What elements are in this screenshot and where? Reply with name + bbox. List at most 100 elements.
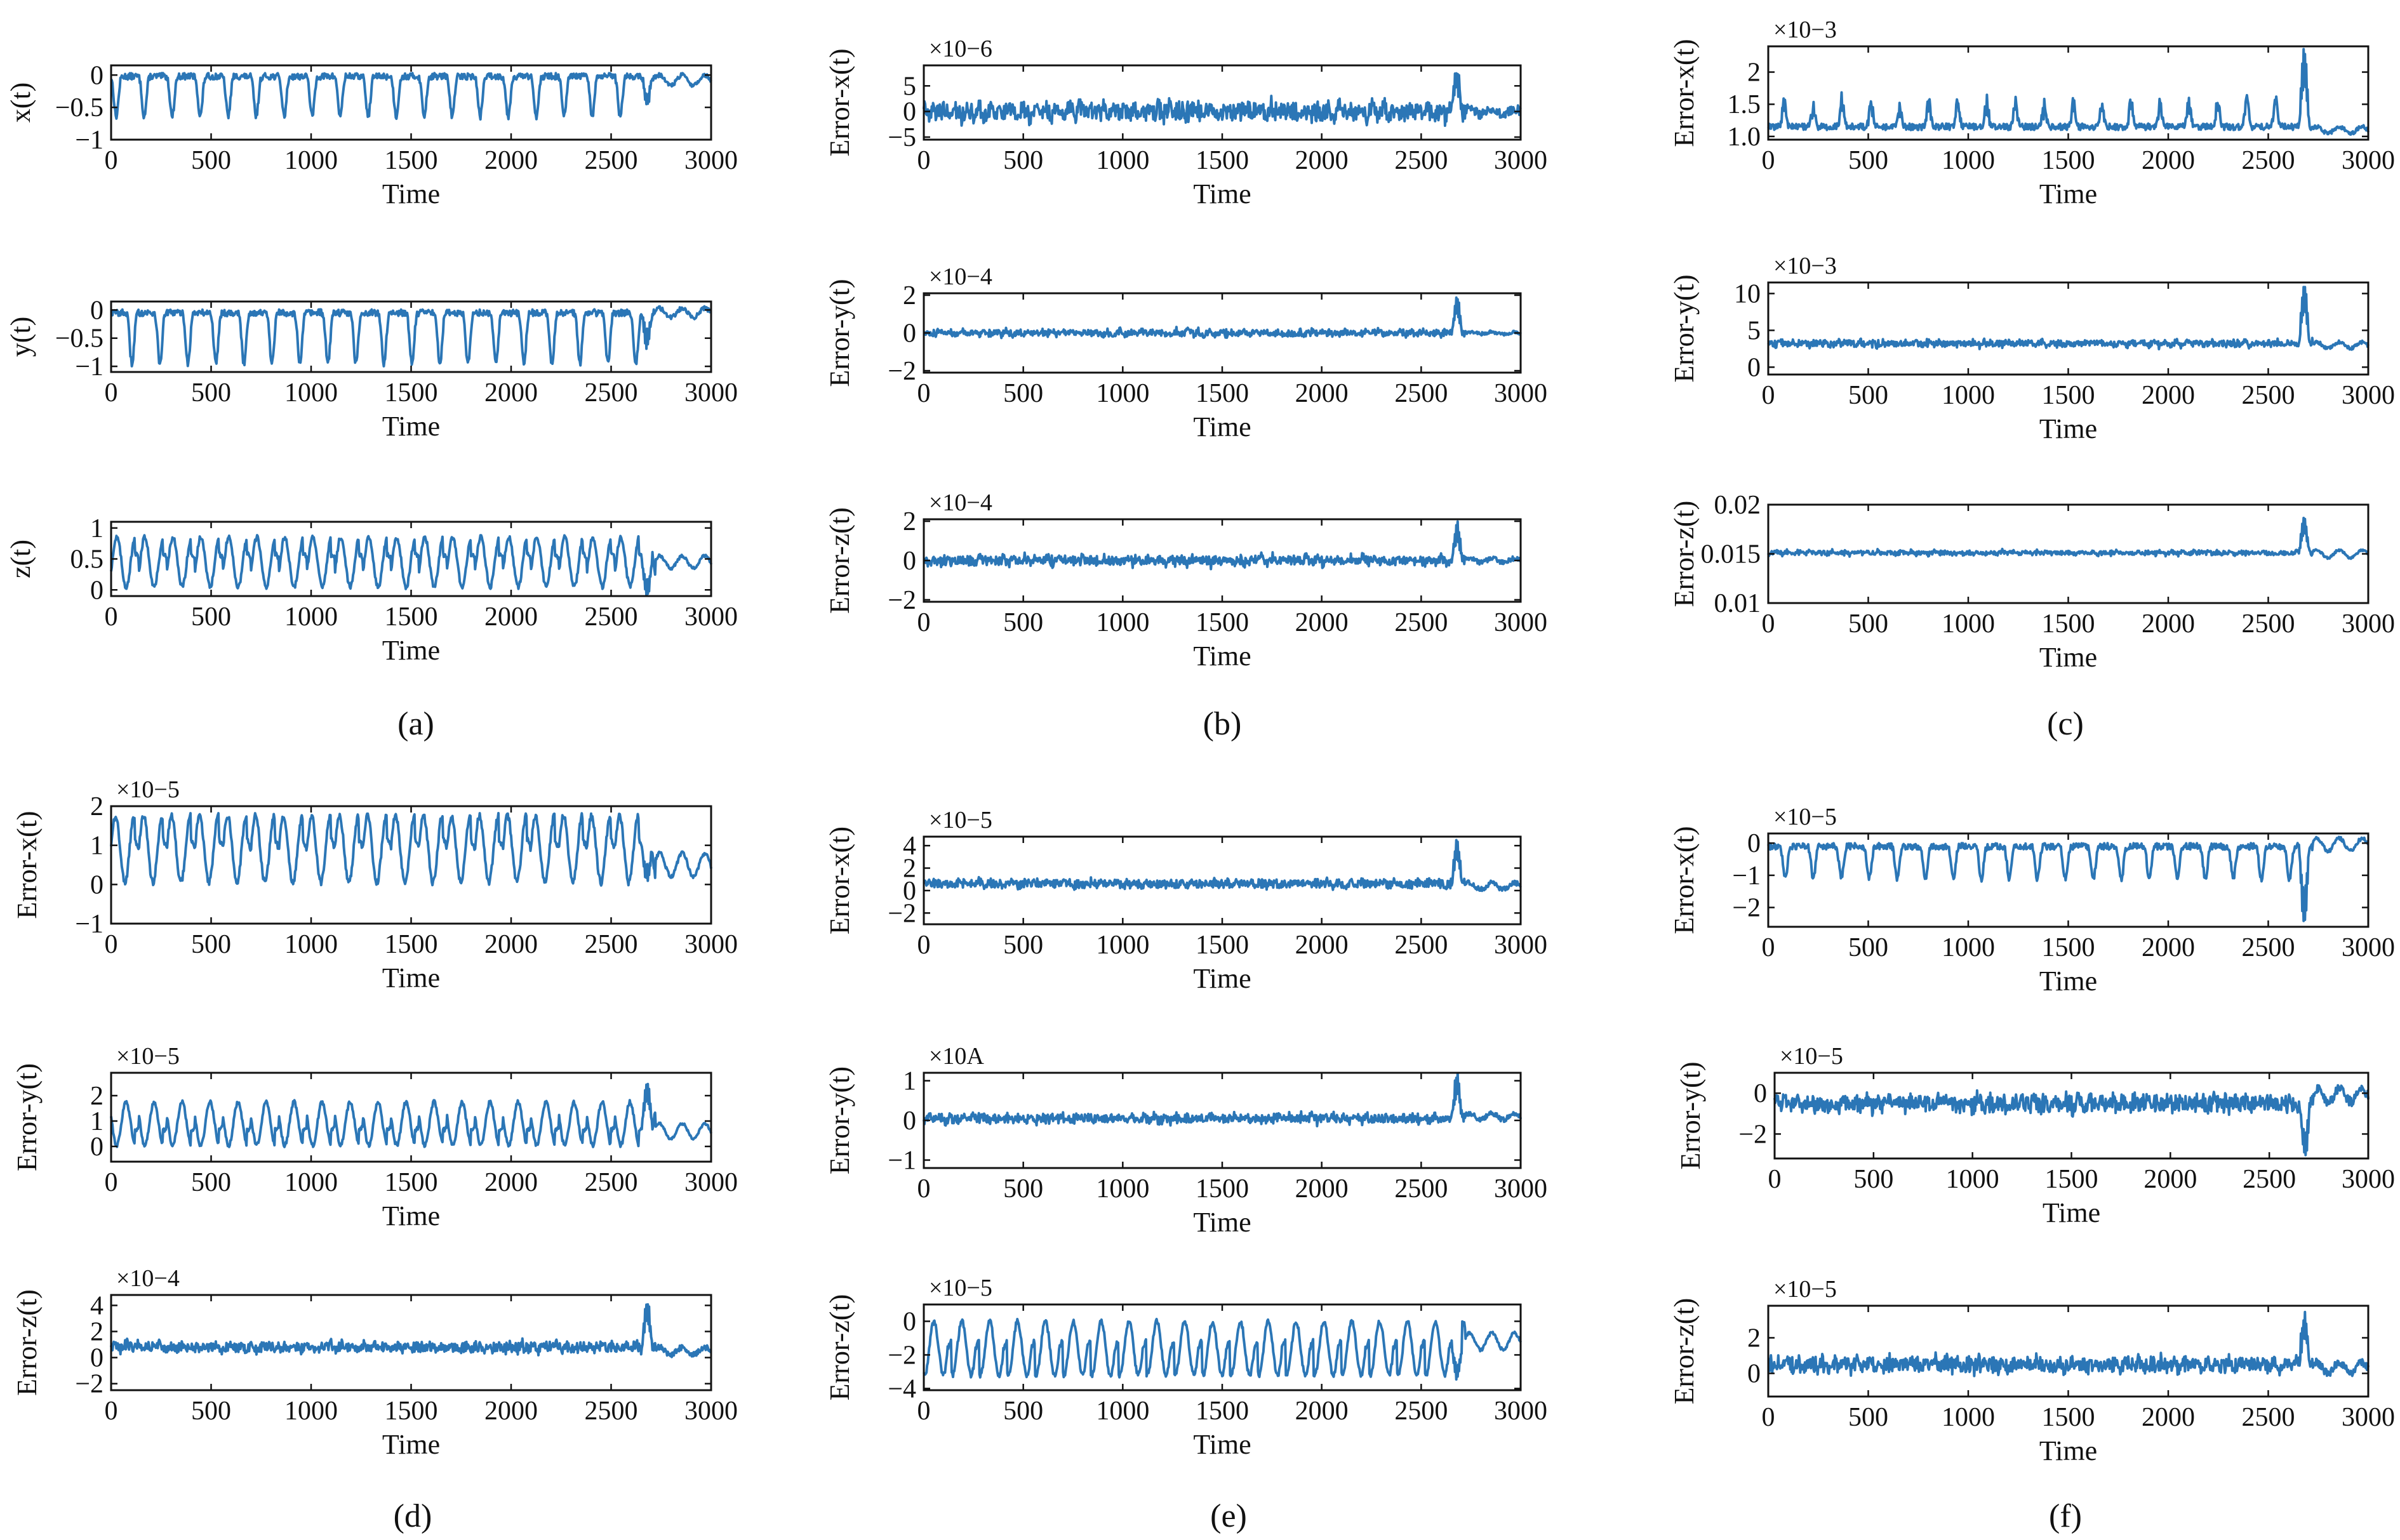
x-axis-title: Time bbox=[2039, 178, 2097, 209]
x-tick-label: 3000 bbox=[2342, 609, 2395, 639]
x-tick-label: 0 bbox=[1762, 381, 1775, 410]
y-tick-label: 1 bbox=[90, 1107, 103, 1136]
series-line bbox=[110, 812, 712, 887]
x-tick-label: 2500 bbox=[1394, 146, 1448, 175]
x-tick-label: 2000 bbox=[2142, 1403, 2195, 1432]
y-tick-label: −0.5 bbox=[55, 93, 103, 123]
axis-multiplier-label: ×10−3 bbox=[1773, 17, 1837, 43]
x-axis-title: Time bbox=[382, 635, 440, 666]
x-tick-label: 1500 bbox=[2042, 609, 2095, 639]
x-tick-label: 2000 bbox=[484, 930, 538, 959]
x-tick-label: 0 bbox=[105, 146, 118, 175]
x-tick-label: 2000 bbox=[484, 602, 538, 632]
x-tick-label: 2000 bbox=[2143, 1165, 2197, 1194]
x-tick-label: 1500 bbox=[385, 1168, 438, 1197]
axis-multiplier-label: ×10−6 bbox=[929, 36, 992, 62]
series-line bbox=[923, 1317, 1522, 1381]
axis-multiplier-label: ×10−5 bbox=[929, 1275, 992, 1301]
axis-multiplier-label: ×10−5 bbox=[1773, 804, 1837, 830]
axis-multiplier-label: ×10−4 bbox=[929, 489, 992, 516]
y-tick-label: 0.5 bbox=[70, 545, 104, 574]
x-tick-label: 2000 bbox=[1295, 146, 1349, 175]
subplot-e3: 0 500 1000 1500 2000 2500 30000−2−4×10−5TimeEr… bbox=[824, 1275, 1547, 1460]
subplot-b1: 0 500 1000 1500 2000 2500 300050−5×10−6TimeErr… bbox=[824, 36, 1547, 209]
x-tick-label: 0 bbox=[105, 602, 118, 632]
y-tick-label: 0 bbox=[1747, 353, 1761, 382]
x-tick-label: 3000 bbox=[1494, 608, 1547, 637]
y-tick-label: 2 bbox=[1747, 1324, 1761, 1353]
x-tick-label: 500 bbox=[1003, 379, 1043, 408]
x-tick-label: 3000 bbox=[1494, 379, 1547, 408]
x-tick-label: 0 bbox=[105, 1397, 118, 1426]
axis-multiplier-label: ×10A bbox=[929, 1043, 984, 1070]
x-tick-label: 0 bbox=[917, 146, 931, 175]
x-tick-label: 1000 bbox=[1096, 146, 1149, 175]
panel-caption-d: (d) bbox=[394, 1498, 432, 1534]
x-tick-label: 3000 bbox=[684, 1168, 738, 1197]
x-tick-label: 500 bbox=[191, 1397, 231, 1426]
axis-multiplier-label: ×10−4 bbox=[929, 263, 992, 290]
y-tick-label: 0 bbox=[90, 870, 103, 899]
y-tick-label: 2 bbox=[90, 1082, 103, 1111]
y-tick-label: 0 bbox=[903, 1106, 916, 1136]
y-tick-label: 0 bbox=[90, 1344, 103, 1373]
y-tick-label: 1 bbox=[90, 832, 103, 861]
y-tick-label: 0 bbox=[1747, 829, 1761, 858]
series-line bbox=[1767, 286, 2370, 351]
y-axis-title: Error-x(t) bbox=[1669, 826, 1700, 934]
y-tick-label: 0 bbox=[903, 319, 916, 348]
y-tick-label: 2 bbox=[1747, 58, 1761, 88]
y-axis-title: Error-y(t) bbox=[824, 1066, 855, 1174]
subplot-f1: 0 500 1000 1500 2000 2500 3000 0 −1 −2 ×10−5 Time Er… bbox=[1669, 804, 2395, 997]
x-tick-label: 3000 bbox=[2342, 146, 2395, 175]
x-tick-label: 1500 bbox=[1196, 379, 1249, 408]
x-axis-title: Time bbox=[2039, 1435, 2097, 1466]
y-axis-title: Error-z(t) bbox=[1669, 1298, 1700, 1405]
x-tick-label: 1500 bbox=[2042, 146, 2095, 175]
x-tick-label: 2000 bbox=[1295, 1397, 1349, 1426]
x-tick-label: 0 bbox=[105, 378, 118, 408]
subplot-a3: 0 500 1000 1500 2000 2500 3000 10.50 Time z(t) bbox=[5, 514, 738, 666]
x-tick-label: 2000 bbox=[1295, 1174, 1349, 1204]
x-tick-label: 500 bbox=[1848, 1403, 1888, 1432]
series-line bbox=[923, 839, 1522, 893]
y-axis-title: Error-z(t) bbox=[1669, 501, 1700, 607]
x-tick-label: 1000 bbox=[1942, 933, 1995, 962]
x-tick-label: 1000 bbox=[284, 1397, 338, 1426]
y-tick-label: 1.5 bbox=[1728, 90, 1761, 119]
x-tick-label: 2000 bbox=[484, 146, 538, 175]
y-tick-label: 0.015 bbox=[1701, 540, 1761, 569]
x-tick-label: 500 bbox=[1003, 146, 1043, 175]
x-tick-label: 1000 bbox=[1946, 1165, 1999, 1194]
x-tick-label: 2000 bbox=[1295, 608, 1349, 637]
x-axis-title: Time bbox=[2039, 966, 2097, 997]
x-tick-label: 1500 bbox=[1196, 1397, 1249, 1426]
x-tick-label: 0 bbox=[1768, 1165, 1782, 1194]
x-tick-label: 2500 bbox=[585, 1168, 638, 1197]
y-tick-label: −4 bbox=[888, 1374, 916, 1404]
x-tick-label: 1000 bbox=[284, 930, 338, 959]
series-line bbox=[1767, 517, 2369, 561]
subplot-d3: 0 500 1000 1500 2000 2500 3000420−2×10−4TimeEr… bbox=[11, 1265, 738, 1460]
x-tick-label: 0 bbox=[105, 1168, 118, 1197]
x-tick-label: 2500 bbox=[1394, 1174, 1448, 1204]
subplot-d2: 0 500 1000 1500 2000 2500 3000210×10−5TimeErro… bbox=[11, 1043, 738, 1231]
x-tick-label: 2500 bbox=[1394, 608, 1448, 637]
x-tick-label: 1500 bbox=[385, 378, 438, 408]
x-tick-label: 500 bbox=[1003, 608, 1043, 637]
subplot-c1: 0 500 1000 1500 2000 2500 3000 21.5 1.0 ×10−3 Time… bbox=[1669, 17, 2395, 209]
x-tick-label: 2500 bbox=[585, 378, 638, 408]
y-tick-label: 10 bbox=[1734, 279, 1761, 309]
x-tick-label: 3000 bbox=[684, 1397, 738, 1426]
y-tick-label: 0 bbox=[1747, 1360, 1761, 1389]
x-tick-label: 0 bbox=[917, 608, 931, 637]
x-tick-label: 500 bbox=[1003, 931, 1043, 960]
axis-multiplier-label: ×10−5 bbox=[116, 776, 180, 803]
x-tick-label: 1500 bbox=[385, 146, 438, 175]
x-tick-label: 0 bbox=[1762, 933, 1775, 962]
x-tick-label: 1000 bbox=[284, 146, 338, 175]
axis-multiplier-label: ×10−4 bbox=[116, 1265, 180, 1292]
y-tick-label: 1 bbox=[90, 514, 103, 543]
x-tick-label: 2000 bbox=[1295, 379, 1349, 408]
